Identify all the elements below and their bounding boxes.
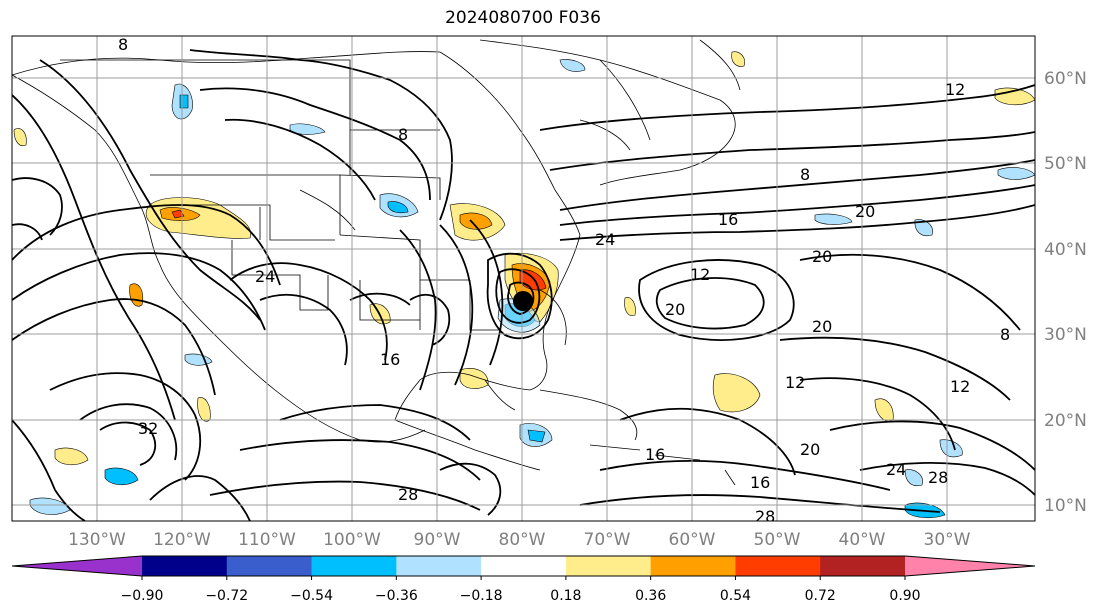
contour-label: 8	[118, 35, 128, 54]
latitude-labels: 60°N 50°N 40°N 30°N 20°N 10°N	[1044, 69, 1087, 516]
contour-label: 12	[785, 373, 805, 392]
lon-label-130w: 130°W	[68, 530, 126, 550]
lon-label-120w: 120°W	[153, 530, 211, 550]
contour-label: 16	[750, 473, 770, 492]
lat-label-10n: 10°N	[1044, 496, 1087, 516]
lon-label-30w: 30°W	[924, 530, 971, 550]
colorbar-segment	[311, 556, 397, 576]
contour-label: 12	[950, 377, 970, 396]
hurricane-center-icon	[513, 291, 533, 311]
graticule	[12, 36, 1035, 521]
contour-label: 20	[812, 317, 832, 336]
map-panel: 8 8 8 8 12 12 12 12 16 16 16 16 20 20 20…	[12, 35, 1035, 526]
lat-label-40n: 40°N	[1044, 240, 1087, 260]
lon-label-40w: 40°W	[839, 530, 886, 550]
contour-label: 28	[928, 468, 948, 487]
contour-label: 8	[398, 125, 408, 144]
lon-label-50w: 50°W	[754, 530, 801, 550]
contour-label: 24	[255, 267, 275, 286]
shaded-field-layer	[13, 51, 1035, 519]
colorbar-tick-label: 0.36	[635, 588, 666, 604]
colorbar-segment	[481, 556, 567, 576]
contour-label: 12	[945, 80, 965, 99]
colorbar-tick-label: −0.54	[290, 588, 333, 604]
colorbar-segment	[396, 556, 482, 576]
contour-label: 16	[380, 350, 400, 369]
colorbar-tick-label: −0.72	[205, 588, 248, 604]
colorbar-segment	[142, 556, 228, 576]
colorbar-segment	[650, 556, 736, 576]
contour-label: 20	[855, 202, 875, 221]
colorbar-segment	[905, 556, 1035, 576]
lon-label-90w: 90°W	[414, 530, 461, 550]
colorbar-segment	[226, 556, 313, 576]
contour-label: 8	[1000, 325, 1010, 344]
colorbar-tick-label: −0.18	[460, 588, 503, 604]
lon-label-110w: 110°W	[238, 530, 296, 550]
boundary-layer	[12, 39, 741, 486]
colorbar-segment	[12, 556, 142, 576]
colorbar: −0.90 −0.72 −0.54 −0.36 −0.18 0.18 0.36 0.54 0.7…	[11, 555, 1036, 604]
lat-label-50n: 50°N	[1044, 154, 1087, 174]
colorbar-segment	[565, 556, 652, 576]
contour-label: 28	[398, 485, 418, 504]
lon-label-80w: 80°W	[499, 530, 546, 550]
lon-label-70w: 70°W	[584, 530, 631, 550]
lon-label-100w: 100°W	[323, 530, 381, 550]
colorbar-tick-label: 0.54	[720, 588, 751, 604]
contour-label: 24	[886, 460, 906, 479]
colorbar-segment	[735, 556, 821, 576]
contour-label: 24	[595, 230, 615, 249]
contour-label: 20	[665, 300, 685, 319]
colorbar-tick-label: −0.90	[121, 588, 164, 604]
contour-label: 8	[800, 165, 810, 184]
longitude-labels: 130°W 120°W 110°W 100°W 90°W 80°W 70°W 6…	[68, 530, 971, 550]
contour-label: 32	[138, 419, 158, 438]
contour-label-layer: 8 8 8 8 12 12 12 12 16 16 16 16 20 20 20…	[118, 35, 1010, 526]
contour-layer	[12, 49, 1035, 521]
map-title: 2024080700 F036	[445, 8, 601, 28]
colorbar-tick-label: 0.72	[805, 588, 836, 604]
contour-label: 28	[755, 507, 775, 526]
contour-label: 20	[812, 247, 832, 266]
contour-label: 16	[645, 445, 665, 464]
lon-label-60w: 60°W	[669, 530, 716, 550]
contour-label: 16	[718, 210, 738, 229]
colorbar-tick-label: 0.90	[889, 588, 920, 604]
map-frame	[11, 35, 1036, 522]
colorbar-tick-label: 0.18	[550, 588, 581, 604]
contour-label: 12	[690, 265, 710, 284]
colorbar-tick-label: −0.36	[375, 588, 418, 604]
lat-label-60n: 60°N	[1044, 69, 1087, 89]
contour-label: 20	[800, 440, 820, 459]
lat-label-20n: 20°N	[1044, 411, 1087, 431]
colorbar-segment	[820, 556, 906, 576]
lat-label-30n: 30°N	[1044, 325, 1087, 345]
